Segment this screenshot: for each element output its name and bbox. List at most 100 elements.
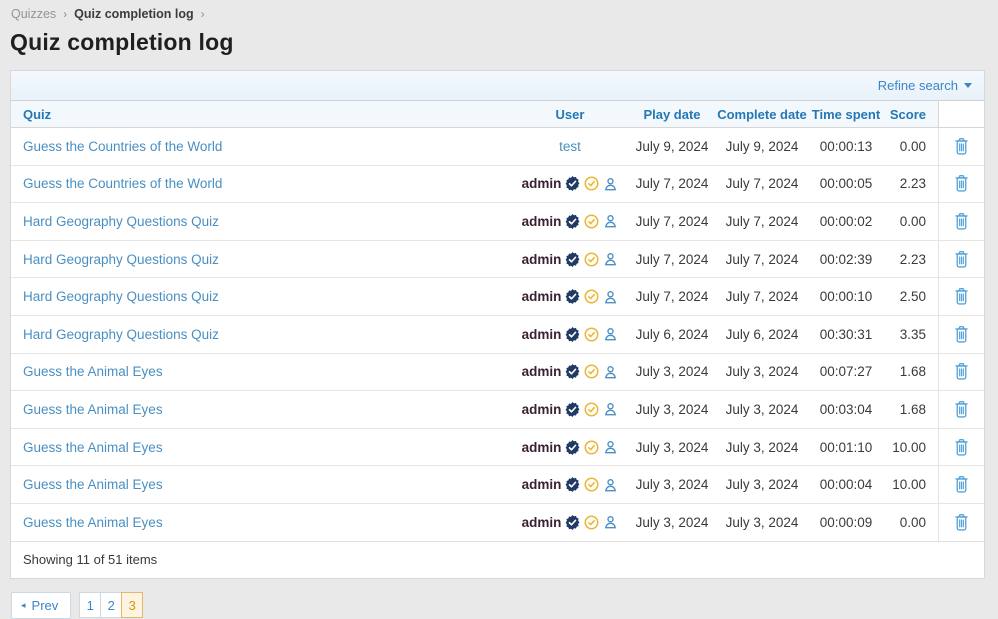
user-profile-icon[interactable] xyxy=(603,364,618,380)
user-name[interactable]: admin xyxy=(521,176,562,192)
column-header-time-spent: Time spent xyxy=(811,106,881,122)
table-row: Guess the Countries of the World admin J… xyxy=(11,165,984,204)
delete-button[interactable] xyxy=(951,511,972,534)
user-profile-icon[interactable] xyxy=(603,401,618,417)
user-profile-icon[interactable] xyxy=(603,326,618,342)
trash-icon xyxy=(955,400,968,418)
quiz-link[interactable]: Guess the Animal Eyes xyxy=(23,439,163,455)
user-profile-icon[interactable] xyxy=(603,213,618,229)
delete-button[interactable] xyxy=(951,323,972,346)
delete-button[interactable] xyxy=(951,248,972,271)
prev-page-button[interactable]: ◂ Prev xyxy=(11,591,72,619)
user-profile-icon[interactable] xyxy=(603,176,618,192)
gold-badge-icon xyxy=(584,176,599,191)
user-profile-icon[interactable] xyxy=(603,289,618,305)
trash-icon xyxy=(955,476,968,493)
quiz-link[interactable]: Hard Geography Questions Quiz xyxy=(23,326,219,342)
user-name[interactable]: admin xyxy=(521,477,562,493)
gold-badge-icon xyxy=(584,477,599,492)
table-row: Guess the Animal Eyes admin July 3, 2024… xyxy=(11,353,984,392)
play-date: July 7, 2024 xyxy=(635,176,709,192)
user-badges xyxy=(565,439,618,455)
delete-button[interactable] xyxy=(951,436,972,459)
score: 0.00 xyxy=(899,138,926,154)
user-name[interactable]: admin xyxy=(521,326,562,342)
user-profile-icon[interactable] xyxy=(603,251,618,267)
play-date: July 3, 2024 xyxy=(635,514,709,530)
quiz-link[interactable]: Guess the Animal Eyes xyxy=(23,477,163,493)
user-profile-icon[interactable] xyxy=(603,477,618,493)
trash-icon xyxy=(955,213,968,230)
trash-icon xyxy=(955,513,968,531)
score: 1.68 xyxy=(899,364,926,380)
user-badges xyxy=(565,289,618,305)
user-profile-icon[interactable] xyxy=(603,439,618,455)
score: 1.68 xyxy=(899,401,926,417)
delete-button[interactable] xyxy=(951,172,972,195)
score: 2.23 xyxy=(899,176,926,192)
time-spent: 00:00:09 xyxy=(819,514,873,530)
delete-button[interactable] xyxy=(951,135,972,158)
column-header-user: User xyxy=(555,106,585,122)
score: 10.00 xyxy=(892,439,926,455)
trash-icon xyxy=(955,137,968,155)
quiz-link[interactable]: Hard Geography Questions Quiz xyxy=(23,289,219,305)
score: 10.00 xyxy=(892,477,926,493)
delete-button[interactable] xyxy=(951,398,972,421)
table-row: Guess the Animal Eyes admin July 3, 2024… xyxy=(11,428,984,467)
table-row: Hard Geography Questions Quiz admin July… xyxy=(11,203,984,241)
page-button-3[interactable]: 3 xyxy=(121,592,144,619)
quiz-link[interactable]: Guess the Animal Eyes xyxy=(23,514,163,530)
time-spent: 00:00:02 xyxy=(819,213,873,229)
trash-icon xyxy=(955,175,968,193)
verified-badge-icon xyxy=(566,477,580,493)
breadcrumb-quizzes[interactable]: Quizzes xyxy=(11,7,57,21)
trash-icon xyxy=(955,250,968,268)
complete-date: July 7, 2024 xyxy=(725,176,799,192)
verified-badge-icon xyxy=(566,176,580,192)
quiz-link[interactable]: Guess the Animal Eyes xyxy=(23,401,163,417)
user-name[interactable]: test xyxy=(559,138,581,154)
verified-badge-icon xyxy=(566,439,580,455)
trash-icon xyxy=(955,438,968,456)
refine-search-link[interactable]: Refine search xyxy=(878,78,972,93)
delete-button[interactable] xyxy=(951,360,972,383)
table-body: Guess the Countries of the World test Ju… xyxy=(11,128,984,542)
time-spent: 00:01:10 xyxy=(819,439,873,455)
complete-date: July 3, 2024 xyxy=(725,439,799,455)
delete-button[interactable] xyxy=(951,285,972,308)
delete-button[interactable] xyxy=(951,210,972,233)
quiz-link[interactable]: Hard Geography Questions Quiz xyxy=(23,213,219,229)
complete-date: July 3, 2024 xyxy=(725,477,799,493)
delete-button[interactable] xyxy=(951,473,972,496)
user-name[interactable]: admin xyxy=(521,251,562,267)
user-name[interactable]: admin xyxy=(521,514,562,530)
trash-icon xyxy=(955,325,968,343)
gold-badge-icon xyxy=(584,214,599,229)
user-badges xyxy=(565,401,618,417)
user-name[interactable]: admin xyxy=(521,213,562,229)
user-name[interactable]: admin xyxy=(521,439,562,455)
table-header: Quiz User Play date Complete date Time s… xyxy=(11,101,984,128)
user-name[interactable]: admin xyxy=(521,364,562,380)
play-date: July 3, 2024 xyxy=(635,364,709,380)
play-date: July 9, 2024 xyxy=(635,138,709,154)
page-button-1[interactable]: 1 xyxy=(79,592,102,619)
user-name[interactable]: admin xyxy=(521,401,562,417)
user-profile-icon[interactable] xyxy=(603,514,618,530)
gold-badge-icon xyxy=(584,402,599,417)
quiz-link[interactable]: Guess the Animal Eyes xyxy=(23,364,163,380)
time-spent: 00:00:13 xyxy=(819,138,873,154)
quiz-link[interactable]: Guess the Countries of the World xyxy=(23,176,223,192)
column-header-score: Score xyxy=(889,106,926,122)
user-name[interactable]: admin xyxy=(521,289,562,305)
score: 0.00 xyxy=(899,213,926,229)
breadcrumb-separator-icon: › xyxy=(200,7,205,21)
complete-date: July 3, 2024 xyxy=(725,514,799,530)
play-date: July 3, 2024 xyxy=(635,401,709,417)
quiz-link[interactable]: Hard Geography Questions Quiz xyxy=(23,251,219,267)
table-row: Hard Geography Questions Quiz admin July… xyxy=(11,315,984,354)
page-button-2[interactable]: 2 xyxy=(100,592,123,619)
quiz-link[interactable]: Guess the Countries of the World xyxy=(23,138,223,154)
